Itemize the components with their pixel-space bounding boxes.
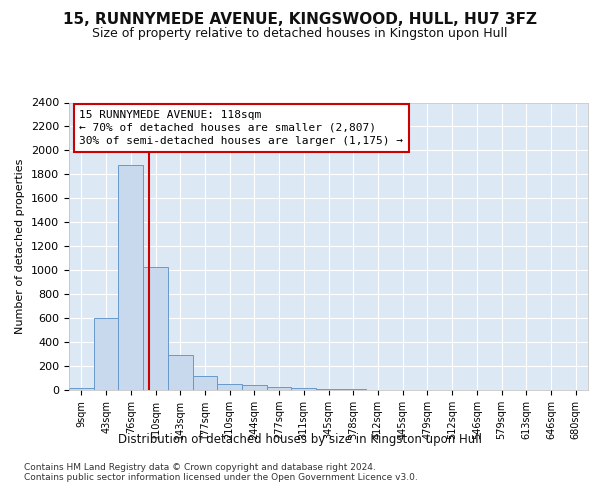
Bar [193, 376, 217, 390]
Bar [267, 387, 292, 390]
Bar [118, 165, 143, 390]
Bar [143, 266, 168, 390]
Bar [292, 388, 316, 390]
Bar [242, 385, 267, 390]
Text: 15, RUNNYMEDE AVENUE, KINGSWOOD, HULL, HU7 3FZ: 15, RUNNYMEDE AVENUE, KINGSWOOD, HULL, H… [63, 12, 537, 28]
Text: Distribution of detached houses by size in Kingston upon Hull: Distribution of detached houses by size … [118, 432, 482, 446]
Bar [217, 384, 242, 390]
Bar [168, 356, 193, 390]
Bar [316, 388, 341, 390]
Text: Size of property relative to detached houses in Kingston upon Hull: Size of property relative to detached ho… [92, 28, 508, 40]
Bar [94, 318, 118, 390]
Y-axis label: Number of detached properties: Number of detached properties [16, 158, 25, 334]
Text: Contains HM Land Registry data © Crown copyright and database right 2024.
Contai: Contains HM Land Registry data © Crown c… [24, 462, 418, 482]
Text: 15 RUNNYMEDE AVENUE: 118sqm
← 70% of detached houses are smaller (2,807)
30% of : 15 RUNNYMEDE AVENUE: 118sqm ← 70% of det… [79, 110, 403, 146]
Bar [69, 388, 94, 390]
